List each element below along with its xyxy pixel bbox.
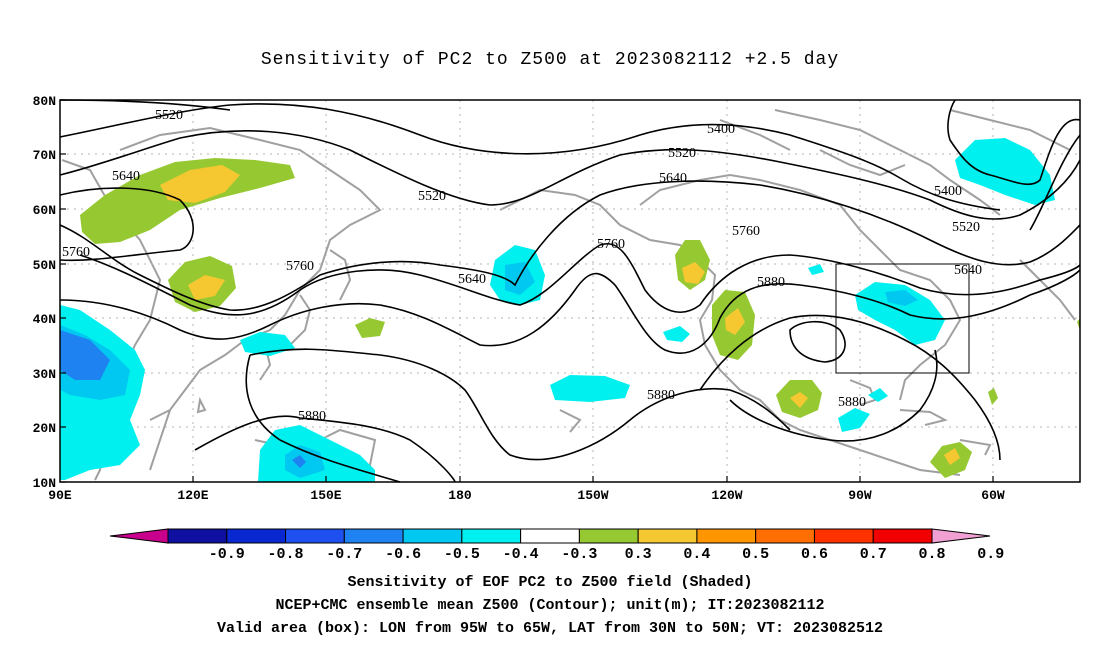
- contour-label: 5520: [952, 220, 980, 235]
- colorbar-high-arrow: [931, 528, 991, 544]
- colorbar-swatch: [226, 528, 287, 544]
- colorbar-swatch: [696, 528, 757, 544]
- lat-label: 30N: [33, 367, 56, 382]
- contour-label: 5880: [298, 409, 326, 424]
- negative-region: [292, 455, 306, 468]
- caption-line-1: Sensitivity of EOF PC2 to Z500 field (Sh…: [347, 574, 753, 591]
- contour-label: 5520: [668, 146, 696, 161]
- colorbar-label: 0.9: [977, 546, 1004, 563]
- contour-label: 5760: [62, 245, 90, 260]
- lat-label: 70N: [33, 148, 56, 163]
- map-title: Sensitivity of PC2 to Z500 at 2023082112…: [260, 50, 840, 70]
- positive-region: [790, 392, 808, 408]
- negative-region: [60, 330, 110, 380]
- contour-label: 5760: [732, 224, 760, 239]
- lat-label: 10N: [33, 476, 56, 491]
- colorbar-swatch: [461, 528, 522, 544]
- negative-region: [955, 138, 1055, 205]
- colorbar-low-arrow: [109, 528, 169, 544]
- colorbar-swatch: [167, 528, 228, 544]
- caption-line-2: NCEP+CMC ensemble mean Z500 (Contour); u…: [275, 597, 825, 614]
- colorbar-label: 0.5: [742, 546, 769, 563]
- positive-region: [944, 448, 960, 465]
- valid-area-box: [835, 263, 970, 374]
- colorbar-label: -0.6: [385, 546, 421, 563]
- colorbar-label: 0.3: [625, 546, 652, 563]
- colorbar-label: 0.6: [801, 546, 828, 563]
- positive-region: [188, 275, 225, 300]
- lat-label: 40N: [33, 312, 56, 327]
- colorbar-label: 0.7: [860, 546, 887, 563]
- positive-region: [355, 318, 385, 338]
- colorbar-swatch: [285, 528, 345, 544]
- contour-label: 5640: [458, 272, 486, 287]
- lon-label: 90W: [848, 488, 872, 503]
- caption-line-3: Valid area (box): LON from 95W to 65W, L…: [216, 620, 884, 637]
- lat-label: 80N: [33, 94, 56, 109]
- lon-label: 150E: [310, 488, 341, 503]
- lat-labels: 80N 70N 60N 50N 40N 30N 20N 10N: [33, 94, 56, 491]
- positive-region: [988, 388, 998, 405]
- z500-contours: [59, 99, 1081, 483]
- negative-region: [885, 290, 918, 306]
- contour-labels: 5520 5640 5760 5520 5760 5640 5880 5400 …: [62, 108, 982, 424]
- positive-region: [682, 262, 705, 284]
- positive-region: [160, 165, 240, 203]
- colorbar-label: 0.8: [918, 546, 945, 563]
- contour-label: 5400: [707, 122, 735, 137]
- colorbar-swatch: [402, 528, 463, 544]
- lon-label: 180: [448, 488, 472, 503]
- negative-region: [663, 326, 690, 342]
- colorbar-label: 0.4: [683, 546, 710, 563]
- colorbar-label: -0.8: [268, 546, 304, 563]
- colorbar-label: -0.4: [503, 546, 539, 563]
- lon-label: 60W: [981, 488, 1005, 503]
- lon-labels: 90E 120E 150E 180 150W 120W 90W 60W: [48, 488, 1005, 503]
- negative-region: [838, 408, 870, 432]
- colorbar-swatch: [578, 528, 639, 544]
- colorbar-swatch: [813, 528, 874, 544]
- contour-label: 5760: [597, 237, 625, 252]
- colorbar-swatch: [872, 528, 933, 544]
- negative-region: [855, 282, 945, 345]
- lat-label: 60N: [33, 203, 56, 218]
- lon-label: 150W: [577, 488, 608, 503]
- colorbar-swatch: [520, 528, 580, 544]
- axis-ticks: [60, 99, 994, 483]
- contour-label: 5520: [155, 108, 183, 123]
- contour-label: 5640: [112, 169, 140, 184]
- colorbar-label: -0.7: [326, 546, 362, 563]
- lat-label: 50N: [33, 258, 56, 273]
- negative-region: [505, 262, 535, 295]
- colorbar-swatch: [637, 528, 698, 544]
- contour-label: 5760: [286, 259, 314, 274]
- colorbar-label: -0.3: [561, 546, 597, 563]
- sensitivity-shading: [60, 138, 1080, 482]
- negative-region: [808, 264, 824, 275]
- negative-region: [868, 388, 888, 402]
- map-frame: [59, 99, 1081, 483]
- contour-label: 5640: [954, 263, 982, 278]
- lon-label: 120E: [177, 488, 208, 503]
- contour-label: 5880: [757, 275, 785, 290]
- negative-region: [550, 375, 630, 402]
- lat-label: 20N: [33, 421, 56, 436]
- positive-region: [725, 308, 745, 335]
- contour-label: 5880: [647, 388, 675, 403]
- contour-label: 5520: [418, 189, 446, 204]
- contour-label: 5880: [838, 395, 866, 410]
- colorbar-swatch: [755, 528, 815, 544]
- colorbar-swatch: [343, 528, 404, 544]
- contour-label: 5640: [659, 171, 687, 186]
- contour-label: 5400: [934, 184, 962, 199]
- lon-label: 120W: [711, 488, 742, 503]
- colorbar: -0.9 -0.8 -0.7 -0.6 -0.5 -0.4 -0.3 0.3 0.4 0.5 0.6…: [109, 528, 1004, 563]
- colorbar-label: -0.9: [209, 546, 245, 563]
- lon-label: 90E: [48, 488, 72, 503]
- colorbar-label: -0.5: [444, 546, 480, 563]
